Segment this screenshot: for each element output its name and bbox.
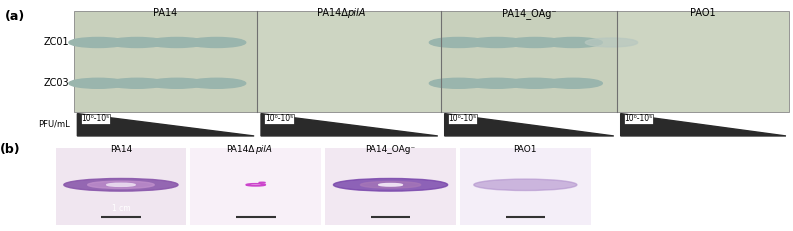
Bar xyxy=(325,148,456,225)
Text: PA14: PA14 xyxy=(109,145,132,154)
Bar xyxy=(56,148,186,225)
Circle shape xyxy=(259,182,266,183)
Bar xyxy=(441,11,617,112)
Text: 10⁰-10⁵: 10⁰-10⁵ xyxy=(449,114,477,123)
Circle shape xyxy=(108,37,166,48)
Text: pilA: pilA xyxy=(347,8,366,18)
Text: PA14Δ: PA14Δ xyxy=(227,145,255,154)
Circle shape xyxy=(474,179,577,191)
Text: PA14_OAg⁻: PA14_OAg⁻ xyxy=(366,145,416,154)
Circle shape xyxy=(429,78,488,88)
Text: PA14Δ: PA14Δ xyxy=(316,8,347,18)
Circle shape xyxy=(585,38,638,47)
Text: ZC03: ZC03 xyxy=(44,78,70,88)
Circle shape xyxy=(544,78,603,88)
Circle shape xyxy=(334,179,448,191)
Circle shape xyxy=(361,182,421,188)
Polygon shape xyxy=(445,114,614,136)
Circle shape xyxy=(69,37,127,48)
Circle shape xyxy=(544,37,603,48)
Polygon shape xyxy=(261,114,438,136)
Text: (b): (b) xyxy=(0,143,21,156)
Text: PFU/mL: PFU/mL xyxy=(38,120,70,129)
Text: PAO1: PAO1 xyxy=(690,8,716,18)
Circle shape xyxy=(106,183,135,186)
Text: 10⁰-10⁵: 10⁰-10⁵ xyxy=(81,114,109,123)
Bar xyxy=(190,148,321,225)
Text: pilA: pilA xyxy=(255,145,272,154)
Text: PAO1: PAO1 xyxy=(514,145,537,154)
Text: 10⁰-10⁵: 10⁰-10⁵ xyxy=(265,114,293,123)
Circle shape xyxy=(63,179,178,191)
Polygon shape xyxy=(78,114,254,136)
Bar xyxy=(74,11,257,112)
Circle shape xyxy=(188,37,246,48)
Text: PA14_OAg⁻: PA14_OAg⁻ xyxy=(502,8,556,19)
Circle shape xyxy=(108,78,166,88)
Circle shape xyxy=(506,37,564,48)
Bar xyxy=(257,11,441,112)
Text: (a): (a) xyxy=(5,9,25,23)
Circle shape xyxy=(468,78,526,88)
Circle shape xyxy=(147,37,206,48)
Polygon shape xyxy=(621,114,786,136)
Circle shape xyxy=(506,78,564,88)
Circle shape xyxy=(429,37,488,48)
Circle shape xyxy=(468,37,526,48)
Circle shape xyxy=(87,181,155,188)
Text: ZC01: ZC01 xyxy=(44,37,70,48)
Text: 1 cm: 1 cm xyxy=(112,204,130,213)
Circle shape xyxy=(147,78,206,88)
Circle shape xyxy=(69,78,127,88)
Circle shape xyxy=(188,78,246,88)
Bar xyxy=(460,148,591,225)
Text: 10⁰-10⁵: 10⁰-10⁵ xyxy=(625,114,653,123)
Bar xyxy=(617,11,789,112)
Circle shape xyxy=(379,183,403,186)
Text: PA14: PA14 xyxy=(153,8,178,18)
